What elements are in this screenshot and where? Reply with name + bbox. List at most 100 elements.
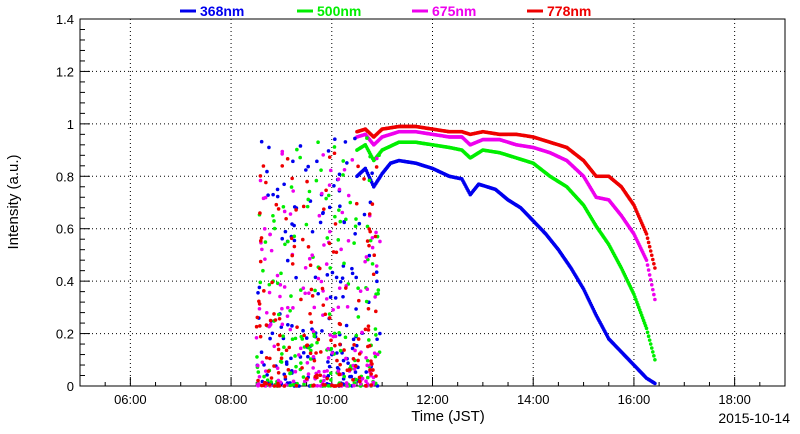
data-point <box>337 372 342 376</box>
data-point <box>260 247 264 252</box>
data-point <box>272 219 276 223</box>
data-point <box>374 264 379 268</box>
data-point <box>269 376 274 380</box>
data-point <box>316 291 320 296</box>
legend-label: 500nm <box>317 3 361 19</box>
noisy-morning-points <box>254 136 382 388</box>
data-point <box>580 202 585 206</box>
data-point <box>352 241 356 245</box>
data-point <box>275 187 280 192</box>
data-point <box>262 227 267 231</box>
data-point <box>328 168 333 173</box>
data-point <box>375 156 379 161</box>
data-point <box>268 232 272 237</box>
data-point <box>284 348 289 353</box>
data-point <box>272 384 277 388</box>
data-point <box>351 377 355 382</box>
data-point <box>327 316 332 320</box>
data-point <box>328 266 333 270</box>
data-point <box>301 350 306 355</box>
data-point <box>297 353 301 357</box>
data-point <box>350 271 355 276</box>
data-point <box>631 290 635 295</box>
data-point <box>325 273 330 277</box>
data-point <box>304 168 308 172</box>
data-point <box>310 343 314 347</box>
data-point <box>270 280 274 285</box>
data-point <box>320 286 325 291</box>
data-point <box>255 315 260 320</box>
data-point <box>344 381 349 385</box>
data-point <box>280 236 285 241</box>
data-point <box>325 236 330 240</box>
y-tick-label: 0.2 <box>56 327 74 342</box>
data-point <box>255 355 259 359</box>
data-point <box>290 176 294 181</box>
data-point <box>309 348 313 353</box>
data-point <box>306 372 311 376</box>
data-point <box>276 312 281 317</box>
data-point <box>373 295 377 299</box>
data-point <box>315 340 319 345</box>
data-point <box>370 262 375 266</box>
data-point <box>593 311 597 316</box>
data-point <box>652 261 656 266</box>
data-point <box>338 348 343 353</box>
data-point <box>348 200 353 205</box>
data-point <box>277 384 282 388</box>
data-point <box>284 216 288 221</box>
data-point <box>378 331 382 336</box>
data-point <box>271 192 275 197</box>
data-point <box>282 345 286 350</box>
data-point <box>294 364 298 369</box>
data-point <box>652 380 656 385</box>
data-point <box>357 375 362 380</box>
data-point <box>313 288 317 293</box>
data-point <box>304 336 309 340</box>
data-point <box>256 290 260 295</box>
data-point <box>279 356 284 361</box>
data-point <box>341 159 346 163</box>
data-point <box>280 306 284 311</box>
data-point <box>285 157 290 161</box>
data-point <box>346 193 351 198</box>
data-point <box>259 350 264 355</box>
data-point <box>316 337 321 342</box>
data-point <box>288 327 293 332</box>
plot-frame <box>79 18 786 387</box>
data-point <box>321 303 326 307</box>
data-point <box>317 369 321 374</box>
data-point <box>327 205 332 210</box>
data-point <box>356 315 361 319</box>
data-point <box>322 207 326 211</box>
data-point <box>301 328 305 333</box>
data-point <box>319 279 324 284</box>
data-point <box>278 333 282 338</box>
data-point <box>332 145 337 149</box>
data-point <box>289 294 293 298</box>
data-point <box>258 211 262 215</box>
data-point <box>345 305 350 309</box>
data-point <box>321 210 325 215</box>
data-point <box>344 217 348 222</box>
data-point <box>338 279 343 284</box>
data-point <box>326 149 331 153</box>
data-point <box>374 374 378 378</box>
data-point <box>267 382 272 387</box>
data-point <box>330 351 335 355</box>
data-point <box>276 347 281 352</box>
data-point <box>283 242 287 247</box>
data-point <box>369 359 373 364</box>
data-point <box>254 324 259 329</box>
data-point <box>324 188 328 193</box>
data-point <box>272 312 276 316</box>
data-point <box>343 140 348 144</box>
data-point <box>273 318 278 322</box>
data-point <box>272 364 276 368</box>
data-point <box>350 158 355 162</box>
data-point <box>295 325 299 329</box>
data-point <box>365 375 370 380</box>
data-point <box>318 220 323 225</box>
data-point <box>266 369 271 374</box>
data-point <box>276 342 280 347</box>
